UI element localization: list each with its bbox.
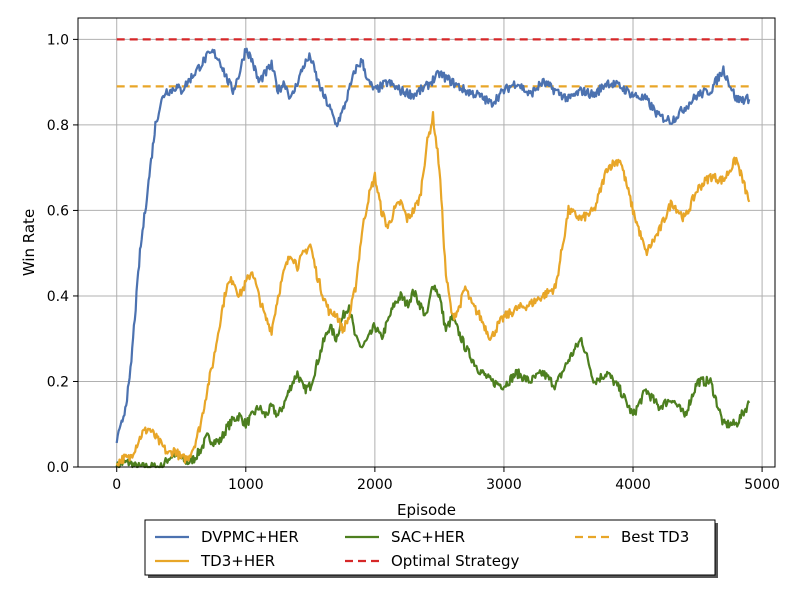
y-axis-ticks: 0.0 0.2 0.4 0.6 0.8 1.0	[47, 32, 78, 476]
series-line-sac-her	[115, 284, 751, 469]
legend: DVPMC+HER TD3+HER SAC+HER Optimal Strategy B…	[144, 519, 718, 578]
legend-label: Optimal Strategy	[391, 552, 520, 570]
legend-label: DVPMC+HER	[201, 528, 299, 546]
x-tick-label: 4000	[615, 477, 651, 493]
x-axis-label: Episode	[397, 501, 456, 519]
x-tick-label: 1000	[228, 477, 264, 493]
legend-box	[144, 519, 716, 576]
y-tick-label: 1.0	[47, 32, 69, 48]
y-tick-label: 0.0	[47, 460, 69, 476]
x-tick-label: 3000	[486, 477, 522, 493]
series-line-dvpmc-her	[115, 47, 751, 444]
y-tick-label: 0.8	[47, 118, 69, 134]
legend-label: SAC+HER	[391, 528, 465, 546]
y-tick-label: 0.2	[47, 374, 69, 390]
x-tick-label: 5000	[744, 477, 780, 493]
legend-label: TD3+HER	[200, 552, 275, 570]
y-axis-label: Win Rate	[20, 209, 38, 276]
x-axis-ticks: 0 1000 2000 3000 4000 5000	[112, 467, 780, 493]
series-line-td3-her	[115, 111, 751, 467]
x-tick-label: 0	[112, 477, 121, 493]
y-tick-label: 0.6	[47, 203, 69, 219]
y-tick-label: 0.4	[47, 289, 69, 305]
x-tick-label: 2000	[357, 477, 393, 493]
plot-frame	[77, 17, 776, 468]
series-layer	[115, 38, 751, 469]
legend-label: Best TD3	[621, 528, 689, 546]
